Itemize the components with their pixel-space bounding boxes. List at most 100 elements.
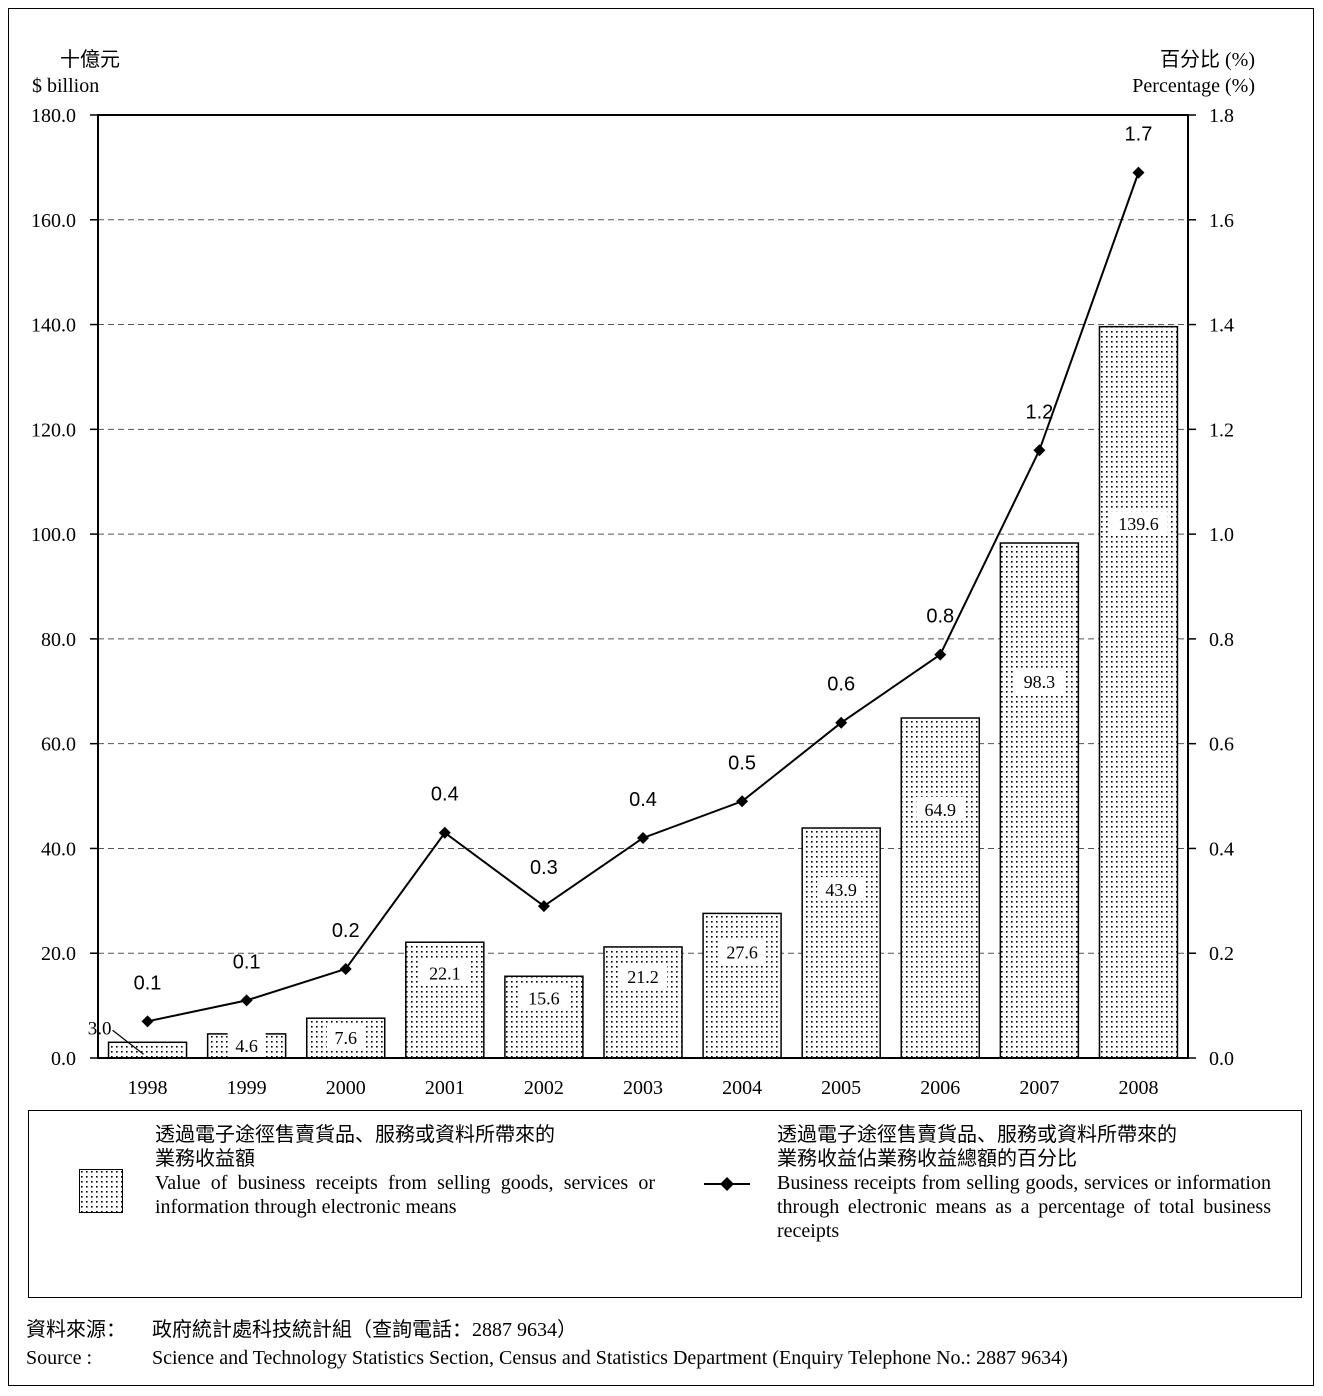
line-value-label: 0.4 — [431, 784, 459, 806]
right-axis-tick-label: 0.6 — [1209, 734, 1234, 756]
right-axis-unit-en: Percentage (%) — [1132, 75, 1255, 97]
right-axis-tick-label: 1.0 — [1209, 524, 1234, 546]
bar-value-label: 139.6 — [1118, 514, 1159, 534]
line-point — [835, 716, 848, 729]
bar-series: 3.0 4.6 7.6 22.1 15.6 21.2 27.6 43.9 64.9 98.3 139… — [88, 325, 1179, 1059]
legend-line-zh-line2: 業務收益佔業務收益總額的百分比 — [777, 1148, 1077, 1170]
bar — [702, 912, 782, 1059]
bar-value-label: 43.9 — [825, 880, 857, 900]
left-axis-tick-label: 20.0 — [41, 943, 76, 965]
bar-value-label-bg — [916, 796, 965, 821]
x-axis-category-label: 2003 — [623, 1077, 663, 1099]
bar — [603, 946, 683, 1059]
line-path — [147, 172, 1140, 1023]
line-point — [736, 795, 749, 808]
left-axis-tick-label: 40.0 — [41, 838, 76, 860]
legend-bar-en: Value of business receipts from selling … — [155, 1172, 655, 1218]
bar — [999, 542, 1080, 1059]
legend-bar-label: 透過電子途徑售賣貨品、服務或資料所帶來的 業務收益額 Value of busi… — [155, 1123, 655, 1219]
left-axis-unit-zh: 十億元 — [60, 48, 120, 71]
right-axis-unit-zh: 百分比 (%) — [1160, 48, 1255, 71]
line-value-label: 0.1 — [233, 951, 261, 973]
line-value-label: 0.1 — [134, 972, 162, 994]
bar-value-label: 15.6 — [528, 988, 560, 1008]
left-axis-tick-label: 0.0 — [51, 1048, 76, 1070]
x-axis-category-label: 2006 — [920, 1077, 960, 1099]
bar-value-label-bg — [1015, 669, 1064, 694]
line-value-label: 1.2 — [1025, 401, 1053, 423]
bar-value-label-bg — [619, 963, 667, 988]
bar-value-label: 64.9 — [925, 800, 957, 820]
x-axis-category-label: 2008 — [1118, 1077, 1158, 1099]
bar-value-label-bg — [420, 960, 469, 985]
left-axis-tick-label: 160.0 — [31, 210, 76, 232]
legend-line-zh-line1: 透過電子途徑售賣貨品、服務或資料所帶來的 — [777, 1124, 1177, 1146]
x-axis-category-label: 2000 — [326, 1077, 366, 1099]
right-axis-tick-label: 0.2 — [1209, 943, 1234, 965]
line-point — [141, 1015, 154, 1028]
legend-bar-zh-line2: 業務收益額 — [155, 1148, 255, 1170]
bar-value-label-bg — [817, 877, 866, 902]
bar-value-label: 4.6 — [235, 1036, 258, 1056]
x-axis-category-label: 2004 — [722, 1077, 762, 1099]
gridlines — [98, 219, 1188, 954]
left-axis-tick-label: 80.0 — [41, 629, 76, 651]
bar — [405, 941, 485, 1059]
bar-value-label-bg — [227, 1032, 266, 1057]
bar-value-label: 22.1 — [429, 963, 461, 983]
source-en-text: Science and Technology Statistics Sectio… — [152, 1347, 1068, 1369]
legend-bar-swatch — [79, 1169, 123, 1213]
bar-value-label-bg — [718, 939, 767, 964]
line-point — [1033, 444, 1046, 457]
line-point — [438, 826, 451, 839]
legend-line-label: 透過電子途徑售賣貨品、服務或資料所帶來的 業務收益佔業務收益總額的百分比 Bus… — [777, 1123, 1271, 1243]
left-axis-tick-label: 180.0 — [31, 105, 76, 127]
bar-value-label-bg — [326, 1025, 365, 1050]
line-value-label: 0.2 — [332, 920, 360, 942]
x-axis-category-label: 2005 — [821, 1077, 861, 1099]
left-axis-tick-label: 60.0 — [41, 734, 76, 756]
bar-value-label: 7.6 — [334, 1028, 357, 1048]
line-value-label: 0.3 — [530, 857, 558, 879]
right-axis-tick-label: 0.4 — [1209, 838, 1234, 860]
plot-frame — [97, 114, 1189, 1059]
left-axis-tick-label: 140.0 — [31, 315, 76, 337]
bar — [107, 1041, 188, 1059]
line-series: 0.1 0.1 0.2 0.4 0.3 0.4 0.5 0.6 0.8 1.2 1.7 — [134, 124, 1153, 1028]
bar-value-label: 21.2 — [627, 967, 659, 987]
axes: 0.0 0.0 20.0 0.2 40.0 0.4 60.0 0.6 80.0 0.8 100.0 1… — [31, 105, 1234, 1099]
figure-frame — [8, 8, 1314, 1386]
line-value-label: 0.8 — [926, 606, 954, 628]
source-zh-text: 政府統計處科技統計組（查詢電話：2887 9634） — [152, 1319, 577, 1341]
bar-value-label-bg — [519, 985, 568, 1010]
bar-value-label-bg — [1109, 511, 1168, 536]
left-axis-tick-label: 100.0 — [31, 524, 76, 546]
source-en-label: Source : — [26, 1347, 93, 1369]
line-value-label: 0.5 — [728, 752, 756, 774]
x-axis-category-label: 2002 — [524, 1077, 564, 1099]
bar-value-label: 98.3 — [1024, 672, 1056, 692]
line-value-label: 1.7 — [1125, 124, 1153, 146]
line-point — [537, 900, 550, 913]
legend-line-en: Business receipts from selling goods, se… — [777, 1172, 1271, 1242]
plot-area-border — [97, 114, 1189, 1059]
bar — [900, 717, 981, 1059]
source-zh-label: 資料來源： — [26, 1319, 126, 1341]
legend-bar-zh-line1: 透過電子途徑售賣貨品、服務或資料所帶來的 — [155, 1124, 555, 1146]
line-point — [637, 831, 649, 844]
left-axis-tick-label: 120.0 — [31, 419, 76, 441]
right-axis-tick-label: 0.8 — [1209, 629, 1234, 651]
bar-value-label: 3.0 — [88, 1018, 112, 1039]
right-axis-tick-label: 1.4 — [1209, 315, 1234, 337]
line-point — [339, 962, 352, 975]
bar — [801, 827, 881, 1059]
line-point — [240, 994, 253, 1007]
x-axis-category-label: 2007 — [1019, 1077, 1059, 1099]
x-axis-category-label: 1999 — [227, 1077, 267, 1099]
right-axis-tick-label: 1.6 — [1209, 210, 1234, 232]
line-point — [934, 648, 947, 661]
line-point — [1132, 166, 1145, 179]
line-value-label: 0.4 — [629, 789, 657, 811]
x-axis-category-label: 1998 — [128, 1077, 168, 1099]
right-axis-tick-label: 0.0 — [1209, 1048, 1234, 1070]
